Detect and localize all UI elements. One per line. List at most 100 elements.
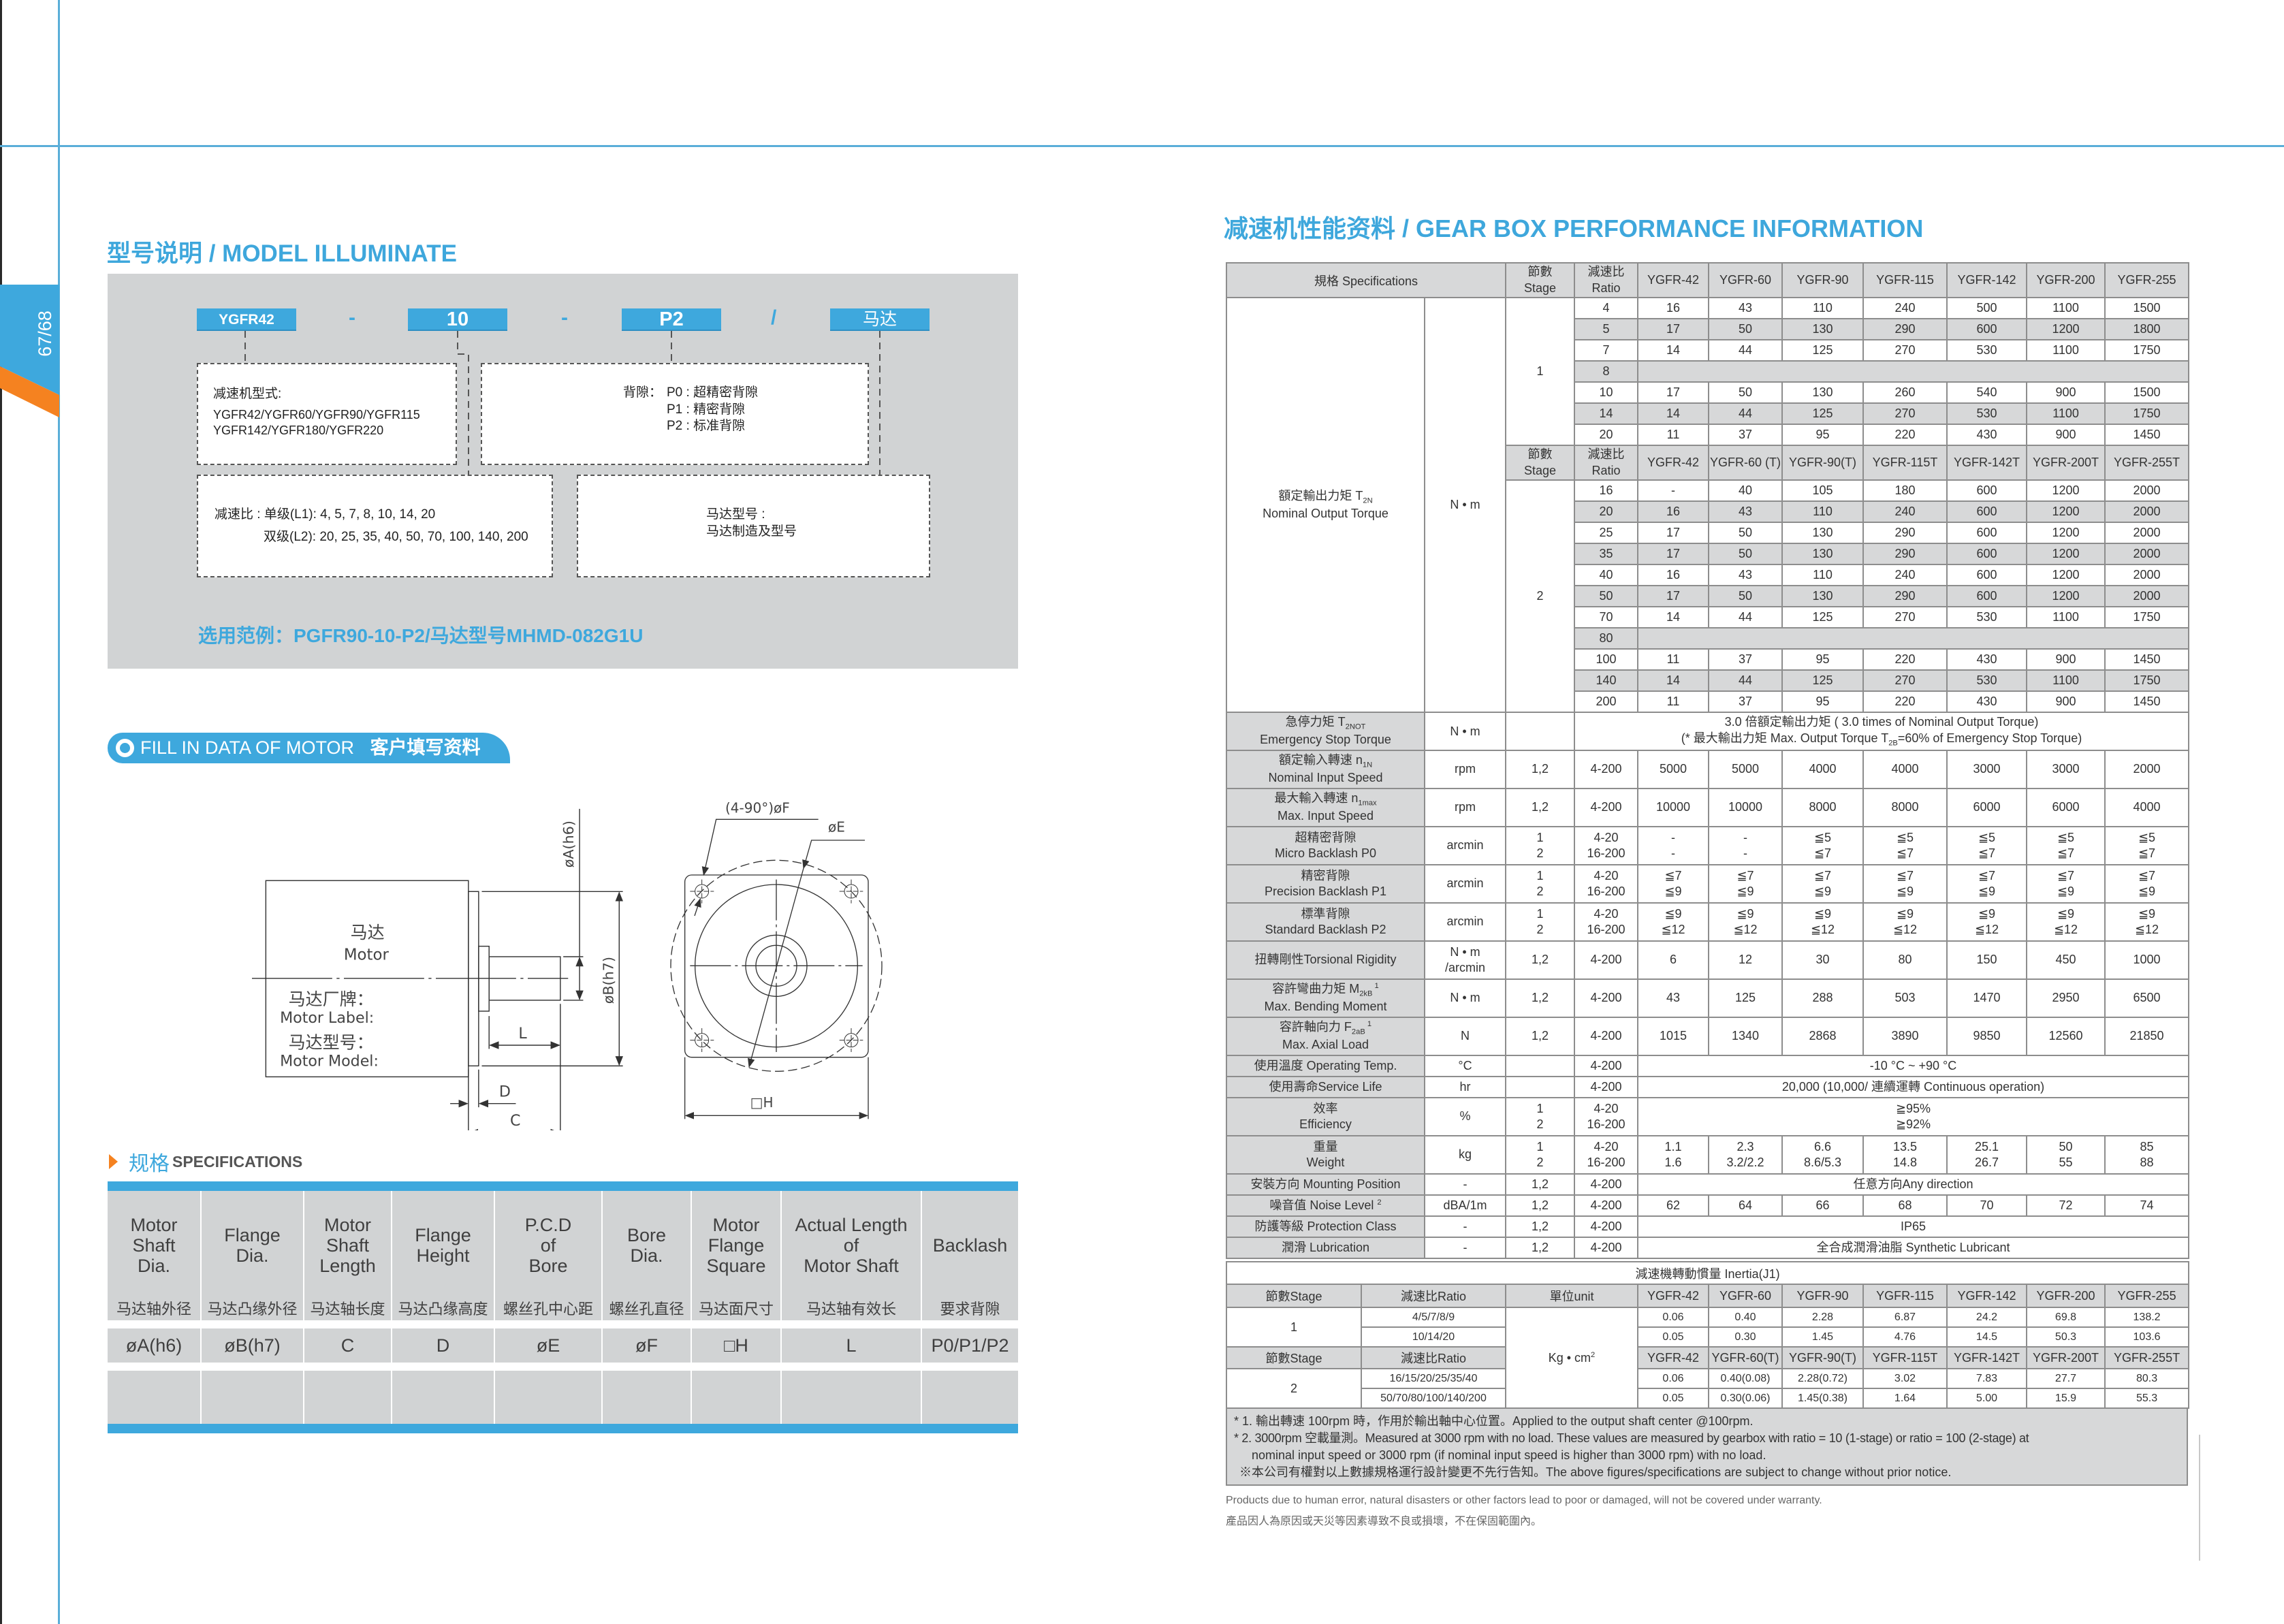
cell-line: 4-20 — [1593, 906, 1619, 921]
spec-label: 容許軸向力 F2aB 1 Max. Axial Load — [1226, 1017, 1425, 1056]
text-segment: 額定輸入轉速 n — [1278, 753, 1363, 767]
torque-value: 600 — [1946, 500, 2027, 523]
text-segment: 額定輸出力矩 T — [1278, 488, 1363, 503]
dim-f: (4-90°)øF — [725, 799, 790, 816]
torque-value: 11 — [1637, 424, 1709, 446]
cell-line: 450 — [2055, 953, 2076, 967]
specs-header-en: P.C.D of Bore — [495, 1211, 601, 1279]
specs-input-cell[interactable] — [603, 1371, 692, 1424]
cell-line: 使用溫度 Operating Temp. — [1228, 1058, 1423, 1074]
cell-line: 1,2 — [1531, 800, 1549, 814]
text-segment: 防護等級 Protection Class — [1254, 1219, 1397, 1233]
cell-line: ≦9 — [1736, 906, 1754, 921]
cell-line: ≦9 — [1664, 885, 1682, 898]
fill-in-en: FILL IN DATA OF MOTOR — [140, 737, 355, 758]
torque-value: 125 — [1781, 606, 1864, 628]
unit-cell: arcmin — [1424, 902, 1506, 942]
cell-line: Efficiency — [1228, 1117, 1423, 1132]
model-header: YGFR-142 — [1946, 262, 2027, 298]
motor-model-en: Motor Model: — [280, 1052, 379, 1070]
specs-input-cell[interactable] — [495, 1371, 603, 1424]
stage-cell — [1505, 1076, 1575, 1098]
cell-line: ≦5 — [1813, 830, 1832, 844]
spec-value: 21850 — [2104, 1017, 2189, 1056]
text-segment: 超精密背隙 — [1295, 830, 1357, 844]
unit-cell: kg — [1424, 1135, 1506, 1175]
torque-value: 1100 — [2026, 402, 2106, 425]
circle-icon — [116, 739, 134, 757]
cell-line: 使用壽命Service Life — [1228, 1079, 1423, 1095]
torque-value: 600 — [1946, 585, 2027, 607]
cell-line: - — [1463, 1240, 1468, 1254]
spec-value: ≦9 ≦12 — [2026, 902, 2106, 942]
ratio-cell: 20 — [1574, 424, 1638, 446]
specs-header-en: Motor Shaft Dia. — [108, 1211, 200, 1279]
torque-value: 900 — [2026, 424, 2106, 446]
specs-header-en: Backlash — [922, 1211, 1018, 1279]
torque-value: 2000 — [2104, 500, 2189, 523]
specs-input-cell[interactable] — [922, 1371, 1018, 1424]
ratio-cell: 25 — [1574, 522, 1638, 544]
dim-c: C — [510, 1112, 520, 1130]
specs-input-cell[interactable] — [392, 1371, 495, 1424]
cell-line: 2868 — [1809, 1029, 1837, 1043]
torque-value: 530 — [1946, 606, 2027, 628]
specs-input-cell[interactable] — [304, 1371, 392, 1424]
specs-input-cell[interactable] — [108, 1371, 202, 1424]
text-segment: 重量 — [1313, 1139, 1338, 1153]
motor-label-zh: 马达厂牌： — [289, 989, 374, 1009]
text-segment: 3.0 倍額定輸出力矩 ( 3.0 times of Nominal Outpu… — [1724, 715, 2039, 729]
cell-line: ≦9 — [1896, 906, 1914, 921]
torque-value: 1500 — [2104, 297, 2189, 319]
inertia-value: 1.45(0.38) — [1781, 1388, 1864, 1409]
table-row: 35 17 50 130 290 600 1200 2000 — [1226, 543, 2189, 565]
text-segment: 容許彎曲力矩 M — [1272, 982, 1360, 996]
cell-line: Stage — [1523, 463, 1557, 477]
stage-cell: 1 — [1226, 1307, 1362, 1348]
specs-header-zh: 螺丝孔直径 — [609, 1301, 684, 1318]
specs-input-cell[interactable] — [692, 1371, 782, 1424]
torque-value: 220 — [1862, 690, 1948, 713]
spec-label: 防護等級 Protection Class — [1226, 1215, 1425, 1238]
cell-line: 2 — [1536, 1156, 1544, 1169]
torque-value: 2000 — [2104, 479, 2189, 502]
ratio-cell: 4-20 16-200 — [1574, 864, 1638, 904]
cell-line: Ratio — [1591, 281, 1621, 295]
inertia-value: 0.06 — [1637, 1368, 1709, 1389]
ratio-cell: 20 — [1574, 500, 1638, 523]
inertia-table: 減速機轉動慣量 Inertia(J1) 節數Stage 減速比Ratio 單位unit… — [1225, 1261, 2190, 1409]
torque-value: 600 — [1946, 522, 2027, 544]
table-row: 5 17 50 130 290 600 1200 1800 — [1226, 318, 2189, 340]
specs-input-cell[interactable] — [202, 1371, 304, 1424]
unit-cell: - — [1424, 1215, 1506, 1238]
header-line: Height — [416, 1245, 470, 1266]
cell-line: 4-200 — [1590, 1240, 1622, 1254]
torque-value: 1750 — [2104, 339, 2189, 362]
specs-input-cell[interactable] — [782, 1371, 922, 1424]
table-row: 使用壽命Service Life hr 4-200 20,000 (10,000/ 連… — [1226, 1076, 2189, 1098]
spec-value: 503 — [1862, 978, 1948, 1018]
table-row: 額定輸入轉速 n1N Nominal Input Speed rpm 1,2 4-200… — [1226, 750, 2189, 789]
cell-line: ≦12 — [2053, 923, 2078, 936]
ratio-cell: 4-200 — [1574, 1215, 1638, 1238]
torque-value: 110 — [1781, 500, 1864, 523]
torque-value: 900 — [2026, 381, 2106, 404]
cell-line: 精密背隙 — [1228, 868, 1423, 884]
torque-value: 1200 — [2026, 564, 2106, 586]
cell-line: 減速比 — [1587, 265, 1625, 279]
header-line: Length — [319, 1256, 376, 1276]
cell-line: ≦9 — [1978, 885, 1996, 898]
emergency-text: 3.0 倍額定輸出力矩 ( 3.0 times of Nominal Outpu… — [1574, 712, 2189, 751]
cell-line: 1,2 — [1531, 762, 1549, 776]
table-row: 20 11 37 95 220 430 900 1450 — [1226, 424, 2189, 446]
table-row: 節數 Stage 減速比 Ratio YGFR-42 YGFR-60 (T) YGFR-90… — [1226, 445, 2189, 481]
spec-value: 25.1 26.7 — [1946, 1135, 2027, 1175]
cell-line: 6000 — [1973, 800, 2001, 814]
header-line: Square — [706, 1256, 766, 1276]
torque-value: 1200 — [2026, 522, 2106, 544]
header-line: Motor Shaft — [804, 1256, 899, 1276]
torque-value: 50 — [1708, 522, 1783, 544]
spec-label: 額定輸入轉速 n1N Nominal Input Speed — [1226, 750, 1425, 789]
torque-value: 2000 — [2104, 564, 2189, 586]
